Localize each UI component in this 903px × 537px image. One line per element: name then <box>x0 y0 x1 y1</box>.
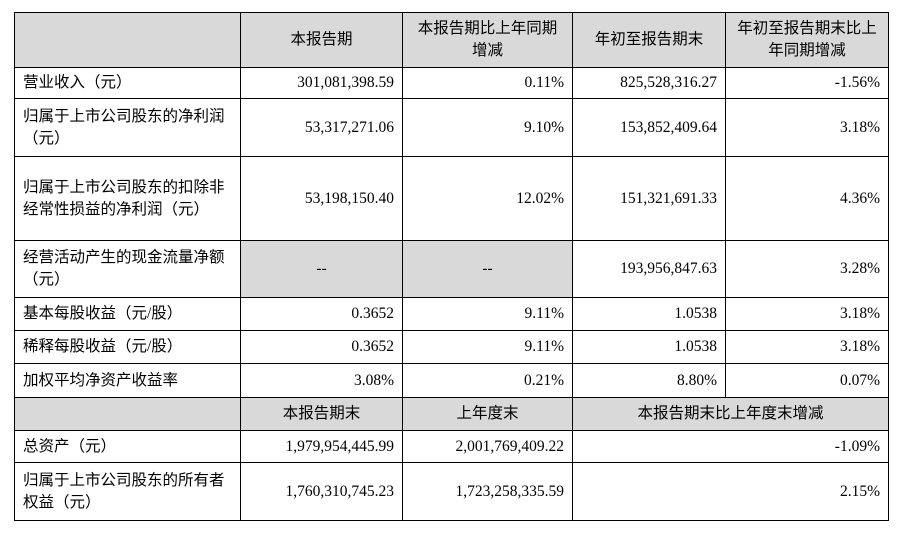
header-cell: 本报告期 <box>240 12 403 68</box>
value-cell: 1,723,258,335.59 <box>402 462 573 521</box>
value-cell: 1.0538 <box>572 297 726 331</box>
header-cell <box>14 397 241 431</box>
value-cell: 0.07% <box>725 363 889 398</box>
value-cell: 1.0538 <box>572 330 726 364</box>
value-cell: 3.18% <box>725 98 889 157</box>
header-cell: 上年度末 <box>402 397 573 431</box>
value-cell: 8.80% <box>572 363 726 398</box>
row-label: 总资产（元） <box>14 430 241 463</box>
value-cell: 1,979,954,445.99 <box>240 430 403 463</box>
value-cell: 12.02% <box>402 156 573 241</box>
value-cell: 2,001,769,409.22 <box>402 430 573 463</box>
value-cell: -1.56% <box>725 67 889 99</box>
row-label: 归属于上市公司股东的扣除非经常性损益的净利润（元） <box>14 156 241 241</box>
table-row: 经营活动产生的现金流量净额（元） -- -- 193,956,847.63 3.28% <box>14 240 889 298</box>
header-cell: 本报告期比上年同期增减 <box>402 12 573 68</box>
value-cell: 9.10% <box>402 98 573 157</box>
table-row: 总资产（元） 1,979,954,445.99 2,001,769,409.22 -1… <box>14 430 889 463</box>
table-row: 稀释每股收益（元/股） 0.3652 9.11% 1.0538 3.18% <box>14 330 889 364</box>
empty-value: -- <box>402 240 573 298</box>
value-cell: 3.08% <box>240 363 403 398</box>
value-cell: 0.3652 <box>240 330 403 364</box>
value-cell: 4.36% <box>725 156 889 241</box>
value-cell: 301,081,398.59 <box>240 67 403 99</box>
value-cell: 3.18% <box>725 297 889 331</box>
value-cell: 0.11% <box>402 67 573 99</box>
table-row: 加权平均净资产收益率 3.08% 0.21% 8.80% 0.07% <box>14 363 889 398</box>
value-cell: 1,760,310,745.23 <box>240 462 403 521</box>
header-cell: 年初至报告期末 <box>572 12 726 68</box>
header-cell <box>14 12 241 68</box>
header-cell: 本报告期末 <box>240 397 403 431</box>
value-cell: 0.21% <box>402 363 573 398</box>
value-cell: 2.15% <box>572 462 889 521</box>
table-row: 本报告期末 上年度末 本报告期末比上年度末增减 <box>14 397 889 431</box>
value-cell: 9.11% <box>402 330 573 364</box>
value-cell: 153,852,409.64 <box>572 98 726 157</box>
value-cell: 53,198,150.40 <box>240 156 403 241</box>
value-cell: 0.3652 <box>240 297 403 331</box>
value-cell: 53,317,271.06 <box>240 98 403 157</box>
row-label: 加权平均净资产收益率 <box>14 363 241 398</box>
header-cell: 本报告期末比上年度末增减 <box>572 397 889 431</box>
value-cell: 9.11% <box>402 297 573 331</box>
financial-table: 本报告期 本报告期比上年同期增减 年初至报告期末 年初至报告期末比上年同期增减 营业收入… <box>14 12 889 521</box>
row-label: 营业收入（元） <box>14 67 241 99</box>
table-row: 营业收入（元） 301,081,398.59 0.11% 825,528,316.27… <box>14 67 889 99</box>
row-label: 经营活动产生的现金流量净额（元） <box>14 240 241 298</box>
row-label: 基本每股收益（元/股） <box>14 297 241 331</box>
value-cell: 151,321,691.33 <box>572 156 726 241</box>
value-cell: 825,528,316.27 <box>572 67 726 99</box>
table-row: 归属于上市公司股东的净利润（元） 53,317,271.06 9.10% 153,85… <box>14 98 889 157</box>
value-cell: -1.09% <box>572 430 889 463</box>
value-cell: 3.18% <box>725 330 889 364</box>
table-row: 本报告期 本报告期比上年同期增减 年初至报告期末 年初至报告期末比上年同期增减 <box>14 12 889 68</box>
table-row: 归属于上市公司股东的所有者权益（元） 1,760,310,745.23 1,723,… <box>14 462 889 521</box>
empty-value: -- <box>240 240 403 298</box>
row-label: 归属于上市公司股东的所有者权益（元） <box>14 462 241 521</box>
table-row: 归属于上市公司股东的扣除非经常性损益的净利润（元） 53,198,150.40 12… <box>14 156 889 241</box>
header-cell: 年初至报告期末比上年同期增减 <box>725 12 889 68</box>
row-label: 归属于上市公司股东的净利润（元） <box>14 98 241 157</box>
row-label: 稀释每股收益（元/股） <box>14 330 241 364</box>
value-cell: 3.28% <box>725 240 889 298</box>
table-body: 本报告期 本报告期比上年同期增减 年初至报告期末 年初至报告期末比上年同期增减 营业收入… <box>14 12 889 521</box>
value-cell: 193,956,847.63 <box>572 240 726 298</box>
table-row: 基本每股收益（元/股） 0.3652 9.11% 1.0538 3.18% <box>14 297 889 331</box>
